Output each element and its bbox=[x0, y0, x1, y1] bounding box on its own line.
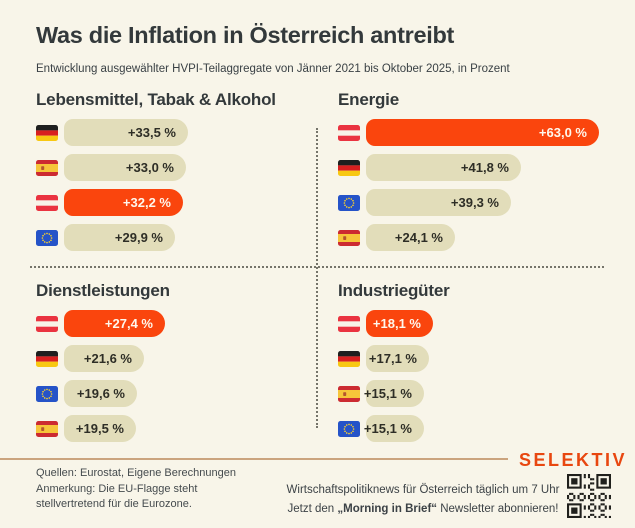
bar-value-label: +33,0 % bbox=[125, 160, 174, 175]
newsletter-promo: Wirtschaftspolitiknews für Österreich tä… bbox=[283, 481, 563, 519]
footer-divider bbox=[0, 458, 508, 460]
bar-value-label: +15,1 % bbox=[363, 421, 412, 436]
value-bar: +39,3 % bbox=[366, 189, 511, 216]
promo-line: Jetzt den „Morning in Brief“ Newsletter … bbox=[287, 503, 559, 515]
bar-row: +33,5 % bbox=[36, 119, 326, 146]
flag-austria-icon bbox=[338, 315, 360, 332]
section-title: Industriegüter bbox=[338, 281, 450, 300]
value-bar: +27,4 % bbox=[64, 310, 165, 337]
flag-spain-icon bbox=[338, 229, 360, 246]
bar-value-label: +63,0 % bbox=[538, 125, 587, 140]
bar-value-label: +41,8 % bbox=[460, 160, 509, 175]
bar-value-label: +19,6 % bbox=[76, 386, 125, 401]
flag-germany-icon bbox=[36, 350, 58, 367]
section-services: Dienstleistungen +27,4 % +21,6 % +19,6 % … bbox=[36, 281, 326, 450]
flag-austria-icon bbox=[338, 124, 360, 141]
promo-line: Wirtschaftspolitiknews für Österreich tä… bbox=[286, 484, 560, 496]
value-bar: +29,9 % bbox=[64, 224, 175, 251]
bar-row: +21,6 % bbox=[36, 345, 326, 372]
section-energy: Energie +63,0 % +41,8 % +39,3 % +24,1 % bbox=[338, 90, 628, 259]
bar-row: +18,1 % bbox=[338, 310, 628, 337]
section-food-tobacco-alcohol: Lebensmittel, Tabak & Alkohol +33,5 % +3… bbox=[36, 90, 326, 259]
value-bar: +19,5 % bbox=[64, 415, 136, 442]
bar-row: +39,3 % bbox=[338, 189, 628, 216]
value-bar: +15,1 % bbox=[363, 415, 424, 442]
value-bar: +33,0 % bbox=[64, 154, 186, 181]
bar-value-label: +27,4 % bbox=[104, 316, 153, 331]
flag-spain-icon bbox=[36, 159, 58, 176]
value-bar: +24,1 % bbox=[366, 224, 455, 251]
flag-germany-icon bbox=[338, 159, 360, 176]
bar-row: +33,0 % bbox=[36, 154, 326, 181]
source-line: Anmerkung: Die EU-Flagge steht bbox=[36, 482, 198, 495]
bar-row: +15,1 % bbox=[338, 380, 628, 407]
value-bar: +18,1 % bbox=[366, 310, 433, 337]
page-subtitle: Entwicklung ausgewählter HVPI-Teilaggreg… bbox=[36, 63, 510, 75]
bar-value-label: +15,1 % bbox=[363, 386, 412, 401]
flag-spain-icon bbox=[36, 420, 58, 437]
horizontal-dotted-divider bbox=[30, 266, 604, 268]
source-line: stellvertretend für die Eurozone. bbox=[36, 498, 192, 510]
flag-austria-icon bbox=[36, 315, 58, 332]
bar-group: +27,4 % +21,6 % +19,6 % +19,5 % bbox=[36, 310, 326, 442]
page-title: Was die Inflation in Österreich antreibt bbox=[36, 22, 455, 48]
bar-value-label: +39,3 % bbox=[450, 195, 499, 210]
bar-group: +18,1 % +17,1 % +15,1 % +15,1 % bbox=[338, 310, 628, 442]
section-title: Dienstleistungen bbox=[36, 281, 170, 300]
flag-spain-icon bbox=[338, 385, 360, 402]
flag-germany-icon bbox=[338, 350, 360, 367]
bar-row: +24,1 % bbox=[338, 224, 628, 251]
flag-germany-icon bbox=[36, 124, 58, 141]
bar-row: +15,1 % bbox=[338, 415, 628, 442]
bar-row: +32,2 % bbox=[36, 189, 326, 216]
source-line: Quellen: Eurostat, Eigene Berechnungen bbox=[36, 467, 236, 479]
bar-row: +17,1 % bbox=[338, 345, 628, 372]
value-bar: +19,6 % bbox=[64, 380, 137, 407]
bar-value-label: +32,2 % bbox=[122, 195, 171, 210]
qr-code-icon bbox=[567, 474, 611, 518]
flag-eu-icon bbox=[36, 385, 58, 402]
value-bar: +32,2 % bbox=[64, 189, 183, 216]
bar-row: +19,5 % bbox=[36, 415, 326, 442]
section-industrial-goods: Industriegüter +18,1 % +17,1 % +15,1 % +1… bbox=[338, 281, 628, 450]
bar-row: +27,4 % bbox=[36, 310, 326, 337]
value-bar: +21,6 % bbox=[64, 345, 144, 372]
vertical-dotted-divider bbox=[316, 128, 318, 428]
bar-value-label: +33,5 % bbox=[127, 125, 176, 140]
bar-value-label: +24,1 % bbox=[394, 230, 443, 245]
section-title: Energie bbox=[338, 90, 399, 109]
bar-row: +19,6 % bbox=[36, 380, 326, 407]
flag-eu-icon bbox=[36, 229, 58, 246]
selektiv-logo: SELEKTIV bbox=[518, 450, 627, 470]
bar-value-label: +18,1 % bbox=[372, 316, 421, 331]
bar-group: +33,5 % +33,0 % +32,2 % +29,9 % bbox=[36, 119, 326, 251]
bar-row: +63,0 % bbox=[338, 119, 628, 146]
flag-austria-icon bbox=[36, 194, 58, 211]
bar-value-label: +17,1 % bbox=[368, 351, 417, 366]
bar-row: +29,9 % bbox=[36, 224, 326, 251]
bar-group: +63,0 % +41,8 % +39,3 % +24,1 % bbox=[338, 119, 628, 251]
flag-eu-icon bbox=[338, 194, 360, 211]
value-bar: +33,5 % bbox=[64, 119, 188, 146]
bar-value-label: +21,6 % bbox=[83, 351, 132, 366]
section-title: Lebensmittel, Tabak & Alkohol bbox=[36, 90, 276, 109]
value-bar: +17,1 % bbox=[366, 345, 429, 372]
bar-value-label: +29,9 % bbox=[114, 230, 163, 245]
bar-value-label: +19,5 % bbox=[75, 421, 124, 436]
value-bar: +63,0 % bbox=[366, 119, 599, 146]
source-note: Quellen: Eurostat, Eigene Berechnungen A… bbox=[36, 466, 236, 513]
value-bar: +15,1 % bbox=[363, 380, 424, 407]
bar-row: +41,8 % bbox=[338, 154, 628, 181]
flag-eu-icon bbox=[338, 420, 360, 437]
value-bar: +41,8 % bbox=[366, 154, 521, 181]
